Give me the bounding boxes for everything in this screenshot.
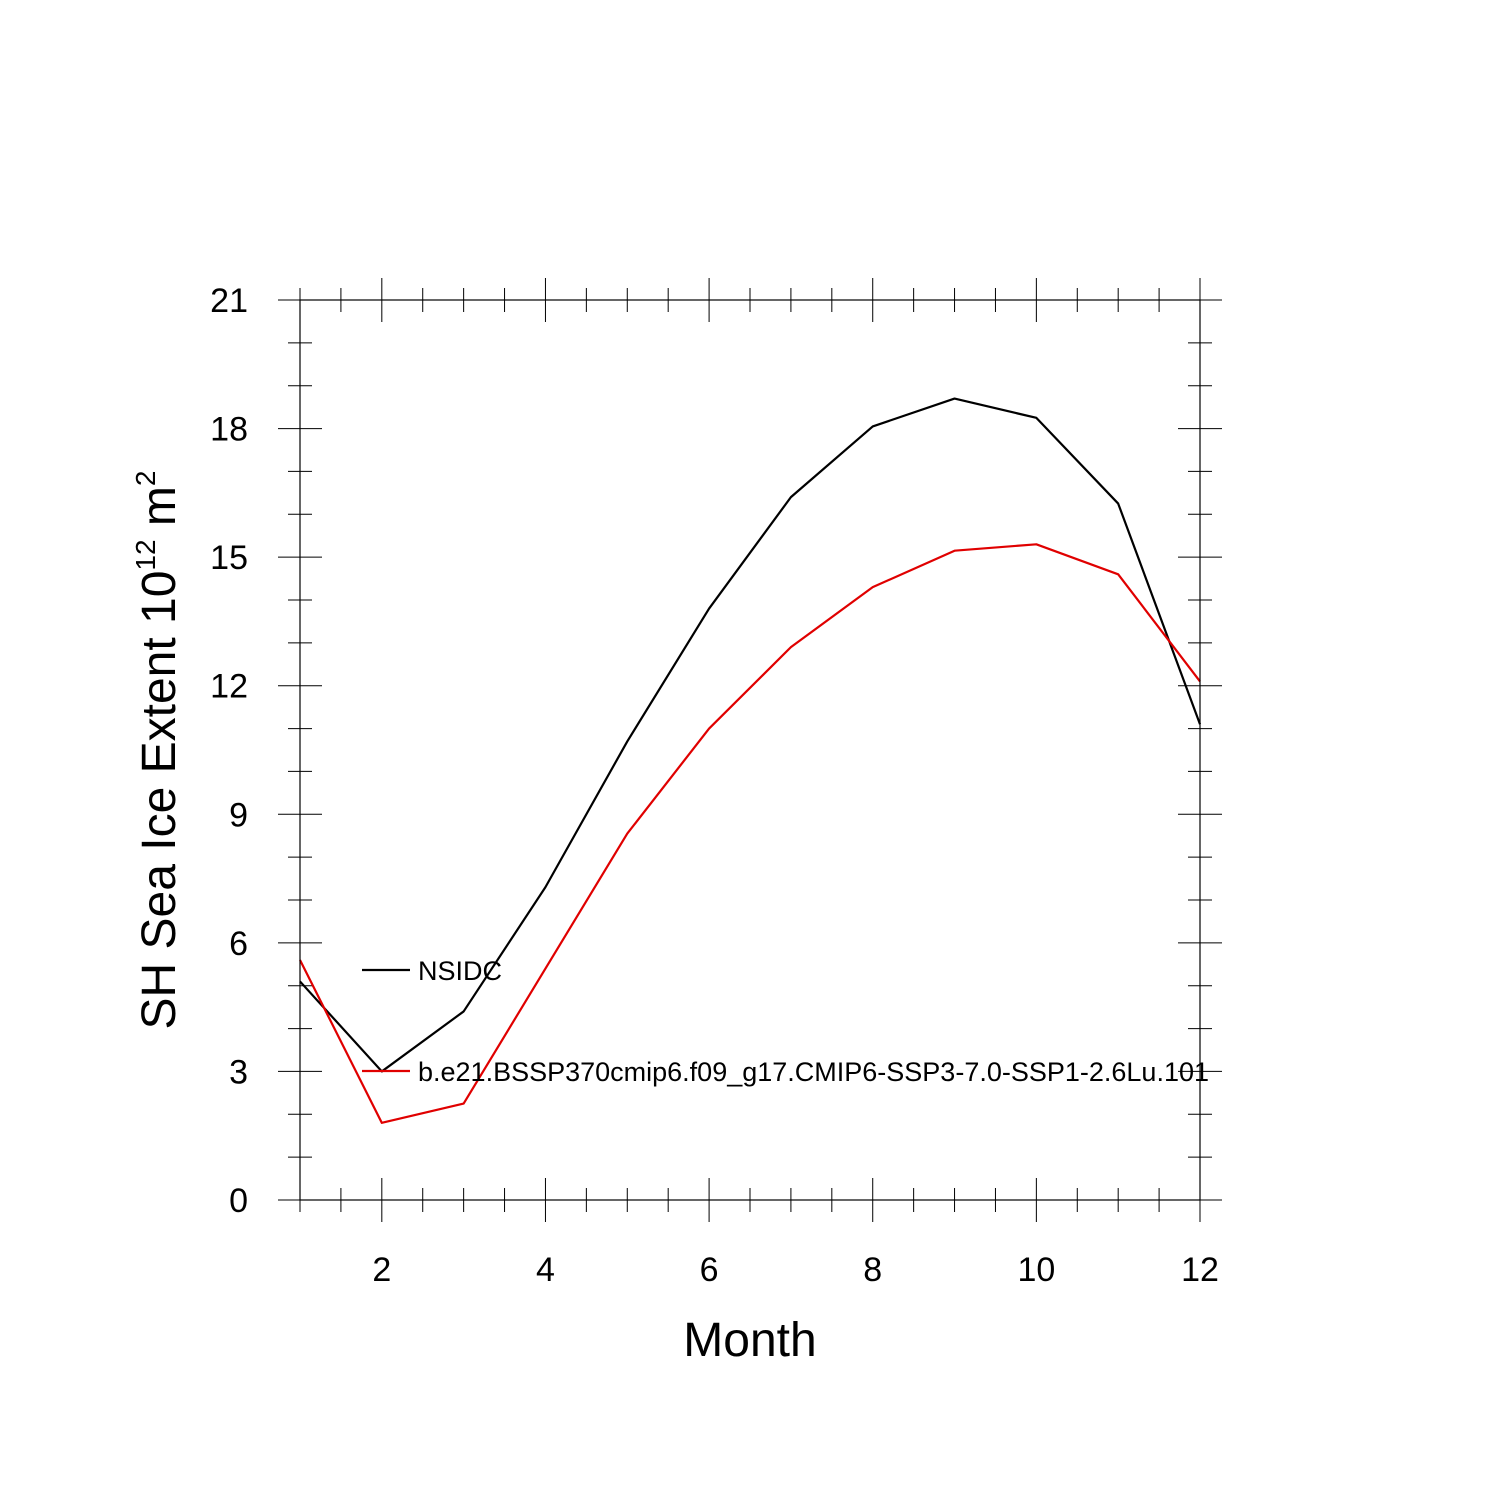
legend-label-2: b.e21.BSSP370cmip6.f09_g17.CMIP6-SSP3-7.… <box>418 1057 1209 1087</box>
series-line-1 <box>299 397 1202 1073</box>
x-tick-labels: 2 4 6 8 10 12 <box>372 1251 1219 1289</box>
y-axis-title-exponent-2: 2 <box>130 471 161 487</box>
x-tick-label: 2 <box>372 1251 391 1289</box>
y-tick-label: 21 <box>210 282 248 320</box>
y-axis-title-unit: m <box>133 486 186 539</box>
y-axis-title: SH Sea Ice Extent 1012 m2 <box>130 471 186 1030</box>
x-axis-title: Month <box>683 1314 816 1367</box>
x-tick-label: 6 <box>700 1251 719 1289</box>
x-tick-label: 10 <box>1017 1251 1055 1289</box>
y-tick-label: 18 <box>210 411 248 449</box>
x-tick-label: 12 <box>1181 1251 1219 1289</box>
y-tick-label: 0 <box>229 1182 248 1220</box>
y-tick-label: 9 <box>229 796 248 834</box>
y-tick-label: 6 <box>229 925 248 963</box>
y-tick-label: 3 <box>229 1053 248 1091</box>
y-tick-labels: 0 3 6 9 12 15 18 21 <box>210 282 248 1220</box>
legend-label-1: NSIDC <box>418 956 502 986</box>
series-layer <box>299 397 1202 1124</box>
y-tick-label: 15 <box>210 539 248 577</box>
series-line-2 <box>299 543 1201 1124</box>
y-axis-title-main: SH Sea Ice Extent 10 <box>133 571 186 1030</box>
plot-frame <box>299 299 1201 1201</box>
legend: NSIDC b.e21.BSSP370cmip6.f09_g17.CMIP6-SS… <box>362 956 1209 1087</box>
x-tick-label: 4 <box>536 1251 555 1289</box>
y-tick-label: 12 <box>210 668 248 706</box>
y-axis-title-exponent-1: 12 <box>130 539 161 570</box>
x-tick-label: 8 <box>863 1251 882 1289</box>
